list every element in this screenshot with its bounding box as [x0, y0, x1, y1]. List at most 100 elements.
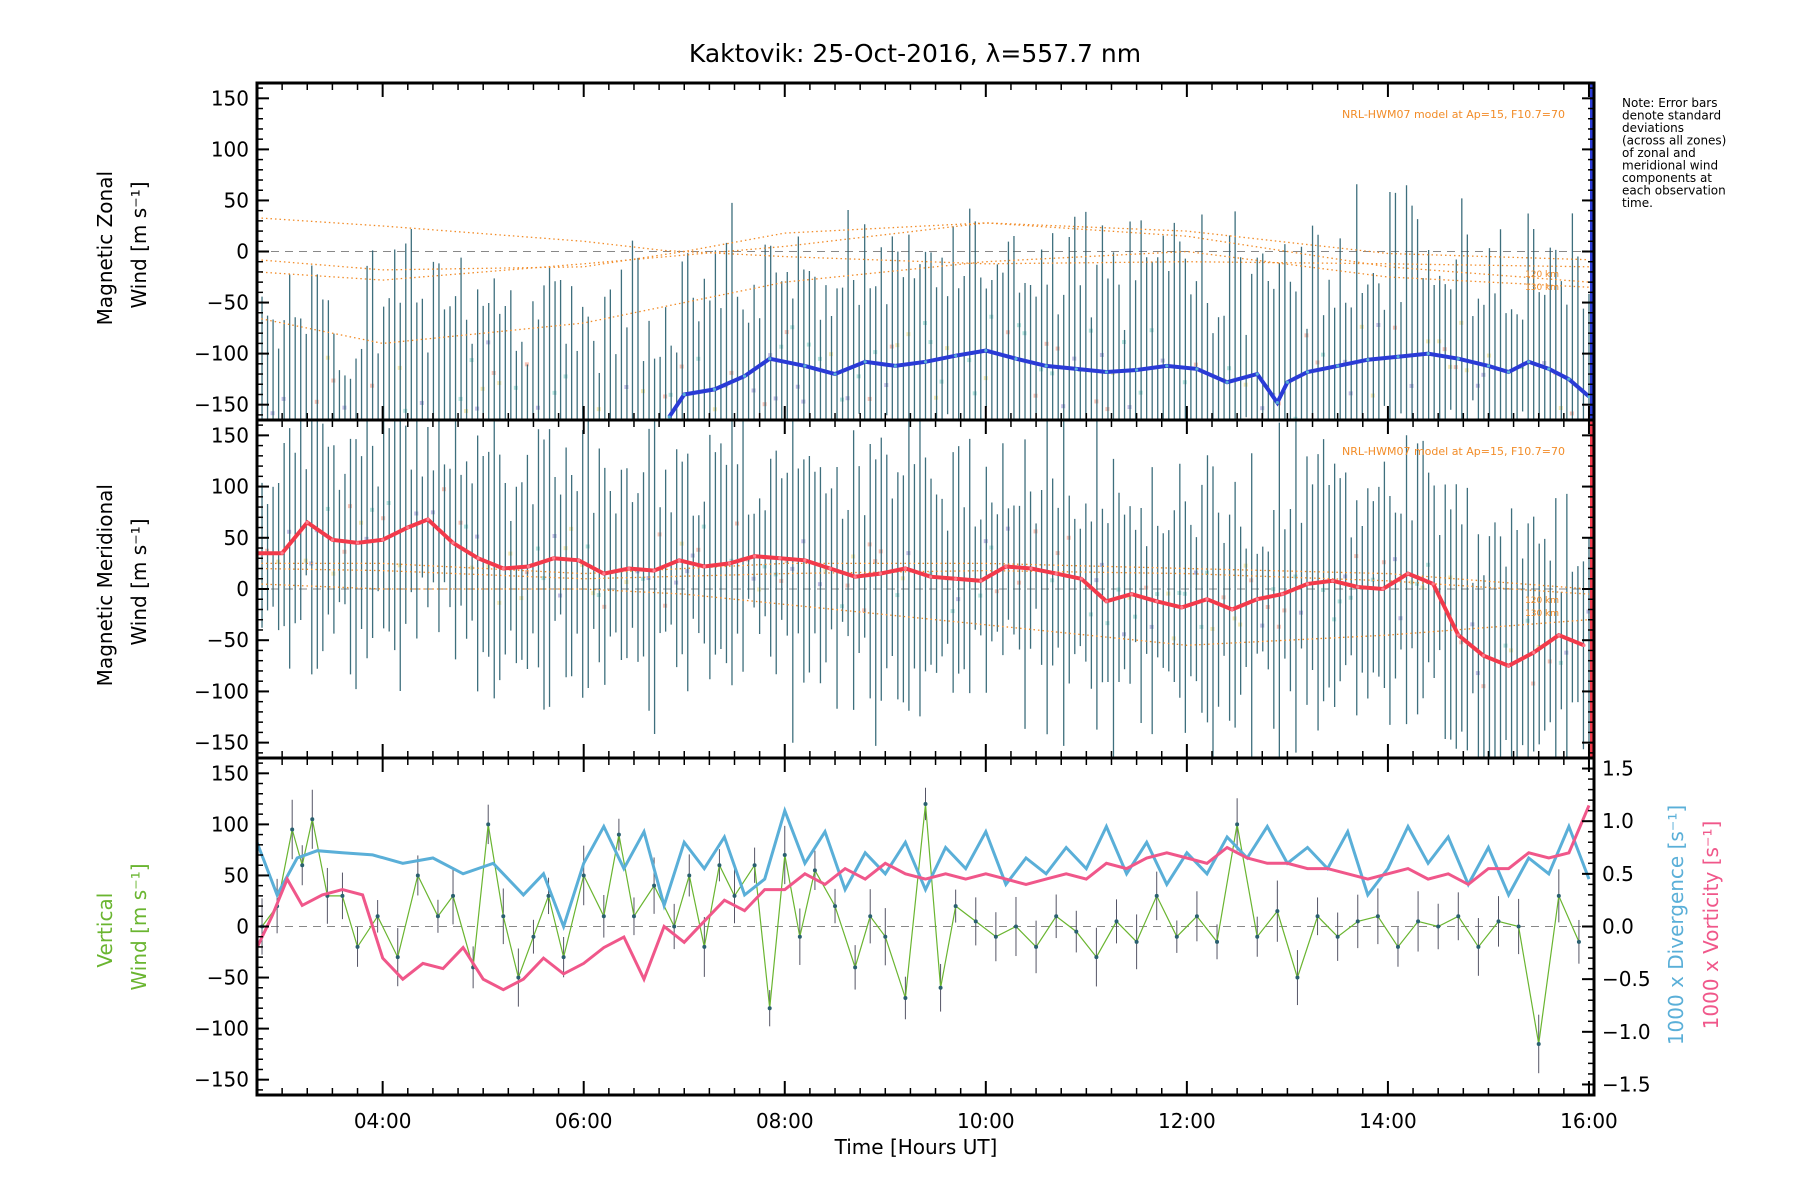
- mean-point: [526, 564, 531, 569]
- vertical-wind-point: [451, 893, 456, 898]
- mean-point: [1396, 355, 1400, 359]
- vertical-wind-point: [1355, 919, 1360, 924]
- mean-point: [803, 364, 807, 368]
- mean-point: [1004, 564, 1008, 569]
- y2-tick-label: −0.5: [1602, 967, 1651, 991]
- vertical-wind-point: [1194, 914, 1199, 919]
- vertical-wind-point: [833, 904, 838, 909]
- vertical-wind-point: [486, 822, 491, 827]
- y-tick-label: 100: [211, 137, 249, 161]
- vertical-wind-point: [516, 975, 521, 980]
- vertical-wind-point: [1174, 934, 1179, 939]
- y-tick-label: −150: [194, 393, 249, 417]
- vertical-wind-point: [375, 914, 380, 919]
- mean-point: [1336, 364, 1340, 368]
- vertical-wind-point: [310, 817, 315, 822]
- mean-point: [1044, 364, 1048, 368]
- mean-point: [1305, 370, 1310, 374]
- mean-point: [1074, 367, 1078, 371]
- note-line: of zonal and: [1622, 146, 1696, 160]
- vertical-wind-point: [1516, 924, 1521, 929]
- meridional-mean-line: [257, 517, 1585, 669]
- vertical-wind-point: [1315, 914, 1320, 919]
- mean-point: [280, 551, 284, 555]
- vertical-wind-point: [853, 965, 858, 970]
- vertical-wind-point: [767, 1006, 772, 1011]
- meridional-plot-area: 150 100 50 0 −50 −100 −150: [194, 418, 1596, 760]
- mean-point: [1225, 380, 1229, 384]
- model-curve: [257, 583, 1590, 646]
- chart-title: Kaktovik: 25-Oct-2016, λ=557.7 nm: [689, 39, 1141, 68]
- vertical-plot-area: 1.5 1.0 0.5 0.0 −0.5 −1.0 −1.5 150 100 50 0 −50 −100…: [194, 756, 1651, 1097]
- vertical-wind-point: [1536, 1041, 1541, 1046]
- vertical-wind-point: [1456, 914, 1461, 919]
- vertical-ylabel-line1: Vertical: [93, 893, 117, 968]
- mean-point: [1255, 372, 1259, 376]
- vertical-wind-point: [993, 934, 998, 939]
- y-tick-label: −150: [194, 731, 249, 755]
- zonal-ylabel-line1: Magnetic Zonal: [93, 171, 117, 325]
- vertical-wind-point: [732, 893, 737, 898]
- mean-point: [979, 579, 983, 583]
- mean-point: [1532, 650, 1536, 655]
- vertical-wind-point: [1556, 893, 1561, 898]
- zone-marker: [348, 421, 352, 425]
- model-curve: [257, 250, 1590, 345]
- mean-point: [1406, 572, 1410, 576]
- mean-point: [1456, 633, 1460, 637]
- mean-point: [893, 364, 897, 368]
- mean-point: [667, 415, 671, 419]
- vertical-wind-point: [1134, 939, 1139, 944]
- mean-point: [1356, 585, 1360, 589]
- vertical-wind-point: [435, 914, 440, 919]
- zone-marker: [265, 456, 269, 460]
- y-tick-label: −100: [194, 679, 249, 703]
- x-tick-label: 10:00: [957, 1109, 1015, 1133]
- note-line: Note: Error bars: [1622, 96, 1717, 110]
- mean-point: [1456, 357, 1460, 361]
- zone-marker: [524, 362, 529, 367]
- zonal-alt-label-130: 130 km: [1525, 283, 1559, 293]
- vertical-wind-point: [973, 919, 978, 924]
- plot-inner: [257, 787, 1594, 1074]
- zone-marker: [508, 433, 512, 437]
- mean-point: [1481, 653, 1486, 658]
- vertical-wind-point: [601, 914, 606, 919]
- vertical-wind-point: [340, 893, 345, 898]
- vertical-ylabel-line2: Wind [m s⁻¹]: [127, 863, 151, 990]
- vertical-wind-point: [561, 955, 566, 960]
- mean-point: [727, 561, 732, 565]
- mean-point: [1486, 364, 1491, 368]
- vertical-wind-point: [1034, 944, 1039, 949]
- vertical-wind-point: [717, 863, 722, 868]
- vertical-wind-point: [1416, 919, 1421, 924]
- vertical-wind-point: [652, 883, 657, 888]
- model-curve: [257, 562, 1590, 590]
- zonal-wind-panel: 150 100 50 0 −50 −100 −150 Magnetic Zonal Wind…: [93, 81, 1596, 460]
- mean-point: [1129, 592, 1134, 596]
- vertical-wind-point: [953, 904, 958, 909]
- vertical-wind-point: [1295, 975, 1300, 980]
- mean-point: [1104, 370, 1109, 374]
- note-line: denote standard: [1622, 109, 1721, 123]
- mean-point: [1014, 357, 1018, 361]
- mean-point: [1054, 572, 1058, 576]
- mean-point: [1557, 633, 1561, 637]
- mean-point: [355, 541, 360, 545]
- vertical-wind-point: [531, 934, 536, 939]
- y-tick-label: 0: [236, 240, 249, 264]
- vertical-wind-line: [261, 803, 1580, 1045]
- meridional-wind-panel: 150 100 50 0 −50 −100 −150 Magnetic Meridional…: [93, 418, 1596, 760]
- model-curve: [257, 222, 1590, 283]
- zonal-alt-label-120: 120 km: [1525, 270, 1559, 280]
- zonal-ylabel-line2: Wind [m s⁻¹]: [127, 181, 151, 308]
- x-tick-label: 06:00: [555, 1109, 613, 1133]
- vertical-wind-point: [1114, 919, 1119, 924]
- y-tick-label: −100: [194, 1017, 249, 1041]
- meridional-model-label: NRL-HWM07 model at Ap=15, F10.7=70: [1342, 445, 1565, 458]
- mean-point: [833, 372, 837, 376]
- mean-point: [677, 558, 681, 562]
- mean-point: [1331, 579, 1335, 583]
